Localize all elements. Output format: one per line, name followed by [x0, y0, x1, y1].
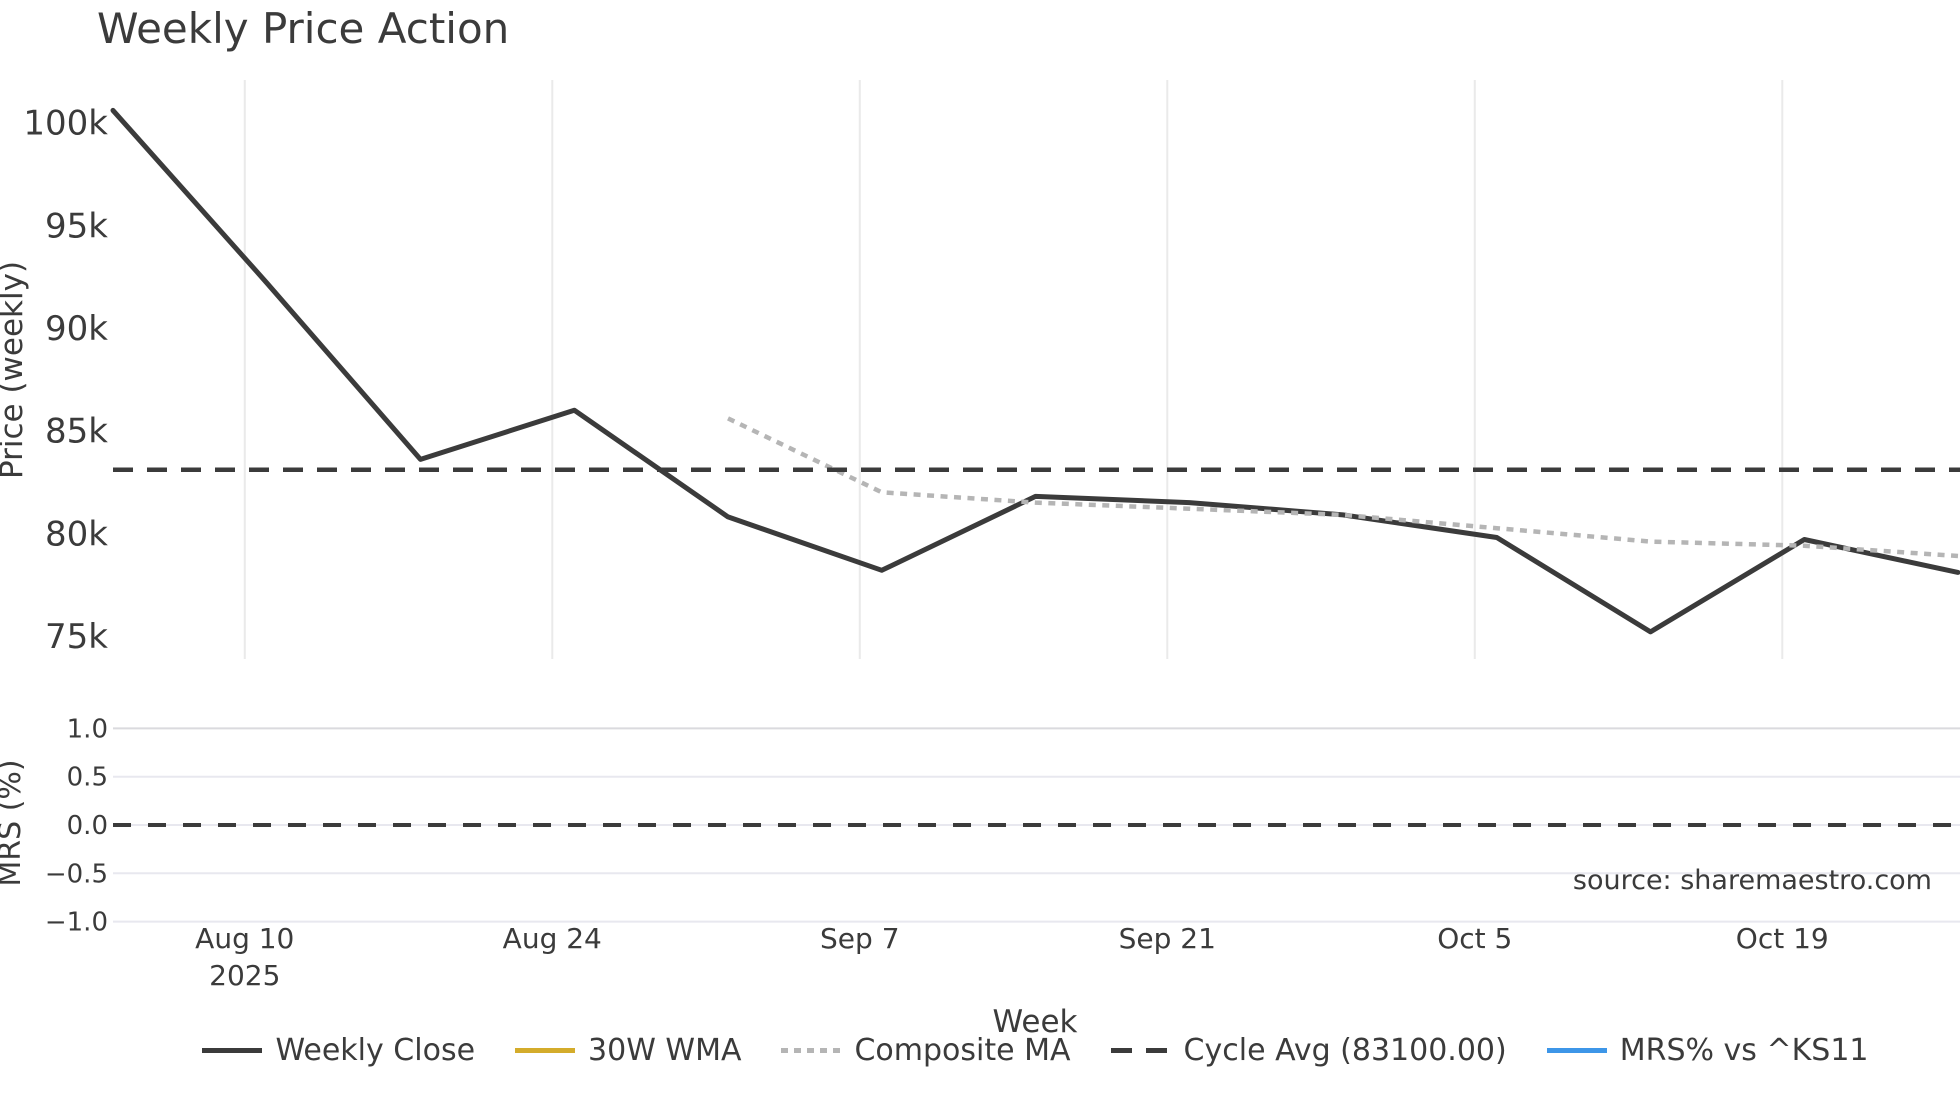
- x-tick-label: Oct 19: [1736, 922, 1829, 955]
- mrs-y-tick-labels: 1.0 0.5 0.0 −0.5 −1.0: [45, 714, 108, 937]
- mrs-y-tick-label: 0.5: [67, 763, 108, 793]
- price-y-tick-label: 75k: [45, 617, 108, 657]
- legend-item-cycle-avg-83100-00-: Cycle Avg (83100.00): [1110, 1033, 1507, 1068]
- composite-ma-line: [727, 416, 1959, 559]
- chart-title: Weekly Price Action: [97, 4, 509, 53]
- price-y-tick-label: 90k: [45, 309, 108, 349]
- legend-item-composite-ma: Composite MA: [781, 1033, 1071, 1068]
- source-credit: source: sharemaestro.com: [1573, 865, 1932, 896]
- price-y-tick-label: 80k: [45, 514, 108, 554]
- legend-swatch-dotted: [781, 1048, 842, 1053]
- legend-item-weekly-close: Weekly Close: [202, 1033, 475, 1068]
- legend-label: Weekly Close: [275, 1033, 476, 1068]
- x-tick-label: Sep 21: [1119, 922, 1216, 955]
- legend-swatch-solid: [202, 1048, 263, 1053]
- price-y-tick-label: 95k: [45, 206, 108, 246]
- x-tick-labels: Aug 10 2025 Aug 24 Sep 7 Sep 21 Oct 5 Oct 19: [195, 922, 1829, 992]
- x-tick-label: Aug 10: [195, 922, 294, 955]
- legend-item-30w-wma: 30W WMA: [515, 1033, 741, 1068]
- legend-label: 30W WMA: [588, 1033, 742, 1068]
- x-tick-year-label: 2025: [209, 959, 280, 992]
- mrs-y-tick-label: −1.0: [45, 908, 108, 938]
- legend-label: Cycle Avg (83100.00): [1183, 1033, 1507, 1068]
- mrs-y-tick-label: 1.0: [67, 714, 108, 744]
- x-tick-label: Oct 5: [1437, 922, 1512, 955]
- legend-swatch-dashed: [1110, 1048, 1171, 1053]
- plot-lines: [110, 107, 1960, 827]
- mrs-axis-title: MRS (%): [0, 759, 28, 886]
- x-tick-label: Sep 7: [820, 922, 900, 955]
- price-y-tick-labels: 100k 95k 90k 85k 80k 75k: [23, 104, 108, 657]
- legend-label: MRS% vs ^KS11: [1619, 1033, 1869, 1068]
- x-axis-title: Week: [993, 1004, 1078, 1040]
- legend-item-mrs-vs-ks11: MRS% vs ^KS11: [1546, 1033, 1869, 1068]
- price-gridlines: [243, 80, 1784, 659]
- x-tick-label: Aug 24: [503, 922, 602, 955]
- legend-label: Composite MA: [854, 1033, 1071, 1068]
- weekly-close-line: [110, 107, 1960, 635]
- mrs-y-tick-label: 0.0: [67, 811, 108, 841]
- legend: Weekly Close 30W WMA Composite MA Cycle Avg…: [113, 1033, 1958, 1068]
- mrs-y-tick-label: −0.5: [45, 859, 108, 889]
- price-y-tick-label: 85k: [45, 412, 108, 452]
- legend-swatch-solid: [515, 1048, 576, 1053]
- price-y-tick-label: 100k: [23, 104, 108, 144]
- price-axis-title: Price (weekly): [0, 261, 30, 479]
- legend-swatch-solid: [1546, 1048, 1607, 1053]
